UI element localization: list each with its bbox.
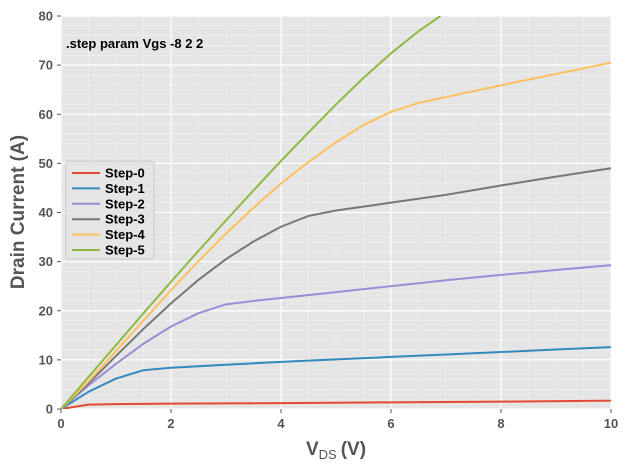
x-axis-title-main: V [306, 439, 319, 460]
legend-label-step-1: Step-1 [105, 181, 145, 196]
y-tick-label: 40 [39, 205, 53, 220]
series-line-step-5 [61, 16, 442, 409]
x-axis-ticks: 0 2 4 6 8 10 [57, 409, 618, 431]
legend-label-step-3: Step-3 [105, 212, 145, 227]
y-tick-label: 70 [39, 58, 53, 73]
legend-label-step-5: Step-5 [105, 243, 145, 258]
y-tick-label: 20 [39, 303, 53, 318]
y-axis-ticks: 0 10 20 30 40 50 60 70 80 [39, 9, 61, 417]
x-axis-title-sub: DS [319, 447, 337, 462]
x-tick-label: 0 [57, 416, 64, 431]
y-tick-label: 60 [39, 107, 53, 122]
x-tick-label: 6 [387, 416, 394, 431]
legend-label-step-2: Step-2 [105, 196, 145, 211]
y-tick-label: 10 [39, 352, 53, 367]
legend-label-step-0: Step-0 [105, 166, 145, 181]
annotation-text: .step param Vgs -8 2 2 [66, 36, 203, 51]
series-line-step-4 [61, 61, 611, 409]
series-line-step-2 [61, 264, 611, 409]
series-line-step-0 [61, 399, 611, 409]
series-layer [61, 16, 611, 409]
y-axis-title: Drain Current (A) [8, 135, 29, 289]
series-line-step-1 [61, 346, 611, 409]
x-tick-label: 10 [604, 416, 618, 431]
x-tick-label: 2 [167, 416, 174, 431]
y-tick-label: 80 [39, 9, 53, 24]
y-tick-label: 30 [39, 254, 53, 269]
x-tick-label: 4 [277, 416, 285, 431]
y-tick-label: 0 [46, 402, 53, 417]
legend-label-step-4: Step-4 [105, 227, 146, 242]
series-line-step-3 [61, 167, 611, 409]
x-tick-label: 8 [497, 416, 504, 431]
x-axis-title: VDS (V) [306, 439, 366, 462]
y-tick-label: 50 [39, 156, 53, 171]
x-axis-title-unit: (V) [341, 439, 366, 460]
